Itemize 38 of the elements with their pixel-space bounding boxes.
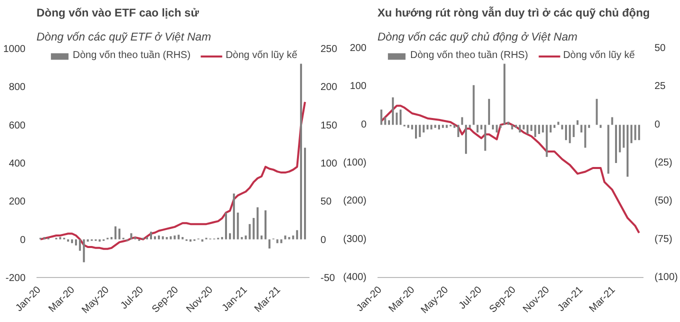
- chart-title: Dòng vốn vào ETF cao lịch sử: [36, 8, 200, 20]
- y-tick-label: 200: [8, 196, 26, 208]
- y-tick-label: 400: [8, 158, 26, 170]
- chart-subtitle: Dòng vốn các quỹ chủ động ở Việt Nam: [378, 32, 578, 44]
- y-tick-label: 0: [20, 234, 26, 246]
- y-tick-label: 200: [350, 43, 367, 54]
- y-tick-label: (200): [343, 196, 367, 207]
- y2-tick-label: 0: [320, 234, 326, 246]
- legend-label: Dòng vốn lũy kế: [226, 50, 298, 61]
- y2-tick-label: 25: [654, 81, 666, 92]
- legend-label: Dòng vốn theo tuần (RHS): [72, 50, 191, 61]
- chart-subtitle: Dòng vốn các quỹ ETF ở Việt Nam: [36, 32, 212, 44]
- line-series: [380, 104, 640, 234]
- legend-label: Dòng vốn theo tuần (RHS): [410, 50, 528, 61]
- y2-tick-label: (100): [654, 272, 678, 283]
- line-series: [39, 100, 306, 250]
- y-tick-label: 600: [8, 120, 26, 132]
- y2-tick-label: (50): [654, 196, 672, 207]
- y-tick-label: -200: [5, 273, 26, 284]
- y2-tick-label: 50: [654, 43, 666, 54]
- y-tick-label: 0: [360, 119, 367, 130]
- y2-tick-label: 100: [320, 158, 338, 170]
- y2-tick-label: 200: [320, 82, 338, 94]
- y-tick-label: (100): [343, 158, 367, 168]
- chart-title: Xu hướng rút ròng vẫn duy trì ở các quỹ chủ động: [378, 6, 650, 20]
- y-tick-label: 800: [8, 82, 26, 94]
- y-tick-label: (300): [343, 234, 367, 245]
- y-tick-label: (400): [343, 272, 367, 283]
- y2-tick-label: 150: [320, 120, 338, 132]
- y2-tick-label: 250: [320, 44, 338, 55]
- y2-tick-label: 0: [654, 119, 660, 130]
- y2-tick-label: (25): [654, 158, 672, 168]
- y2-tick-label: (75): [654, 234, 672, 245]
- y2-tick-label: -50: [320, 273, 336, 284]
- y2-tick-label: 50: [320, 196, 332, 208]
- legend-label: Dòng vốn lũy kế: [563, 50, 635, 61]
- y-tick-label: 100: [350, 81, 367, 92]
- y-tick-label: 1000: [3, 44, 26, 55]
